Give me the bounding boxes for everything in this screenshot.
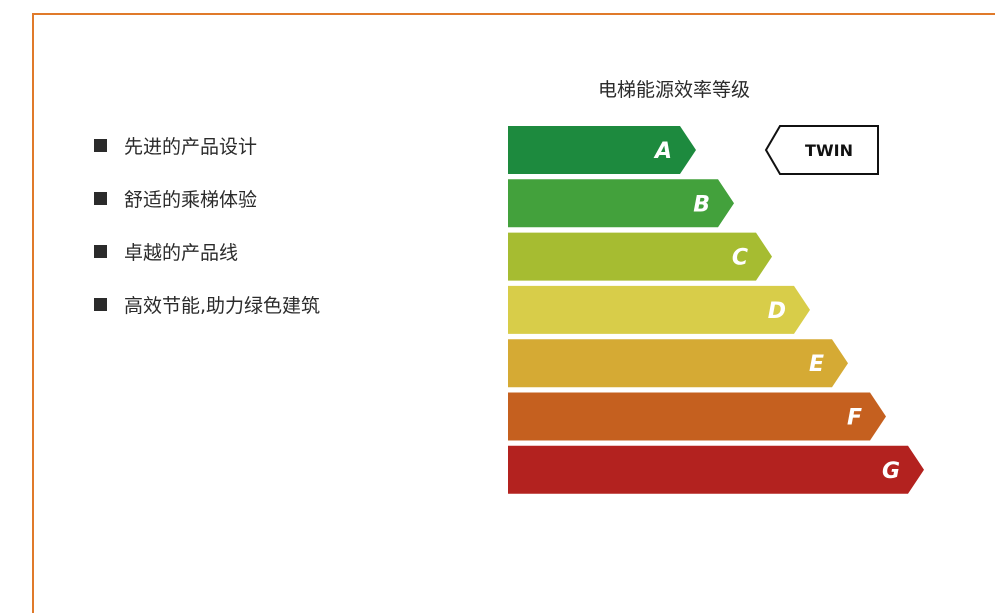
rating-bar-a: A: [508, 126, 696, 174]
rating-bar-shape: [508, 392, 886, 441]
rating-bar-e: E: [508, 339, 848, 388]
rating-bar-g: G: [508, 445, 924, 494]
energy-rating-chart: A B C D E F G TWIN: [508, 125, 924, 494]
rating-bar-d: D: [508, 285, 810, 334]
feature-item: 先进的产品设计: [94, 130, 320, 160]
feature-item: 高效节能,助力绿色建筑: [94, 289, 320, 319]
rating-bar-shape: [508, 232, 772, 281]
feature-text: 卓越的产品线: [124, 241, 239, 264]
page-frame: [32, 13, 995, 613]
rating-bar-label: F: [847, 406, 862, 431]
rating-bar-c: C: [508, 232, 772, 281]
feature-item: 舒适的乘梯体验: [94, 183, 320, 213]
square-bullet-icon: [94, 244, 107, 258]
rating-bar-shape: [508, 445, 924, 494]
feature-list: 先进的产品设计 舒适的乘梯体验 卓越的产品线 高效节能,助力绿色建筑: [94, 130, 320, 342]
feature-text: 先进的产品设计: [124, 135, 258, 158]
rating-bar-label: D: [768, 299, 786, 324]
rating-bar-shape: [508, 179, 734, 228]
feature-item: 卓越的产品线: [94, 236, 320, 266]
rating-bar-shape: [508, 339, 848, 388]
feature-text: 舒适的乘梯体验: [124, 188, 258, 211]
chart-title: 电梯能源效率等级: [598, 79, 751, 101]
twin-indicator: TWIN: [764, 125, 879, 175]
square-bullet-icon: [94, 191, 107, 205]
rating-bar-shape: [508, 285, 810, 334]
rating-bar-label: G: [882, 459, 900, 484]
rating-bar-shape: [508, 126, 696, 174]
rating-bar-b: B: [508, 179, 734, 228]
square-bullet-icon: [94, 297, 107, 311]
rating-bar-f: F: [508, 392, 886, 441]
rating-bar-label: B: [693, 192, 710, 217]
twin-indicator-label: TWIN: [805, 141, 853, 160]
twin-indicator-shape: [764, 125, 879, 175]
rating-bar-label: A: [653, 139, 672, 164]
square-bullet-icon: [94, 138, 107, 152]
rating-bar-label: C: [732, 246, 748, 271]
rating-bar-label: E: [809, 352, 824, 377]
feature-text: 高效节能,助力绿色建筑: [124, 294, 321, 317]
